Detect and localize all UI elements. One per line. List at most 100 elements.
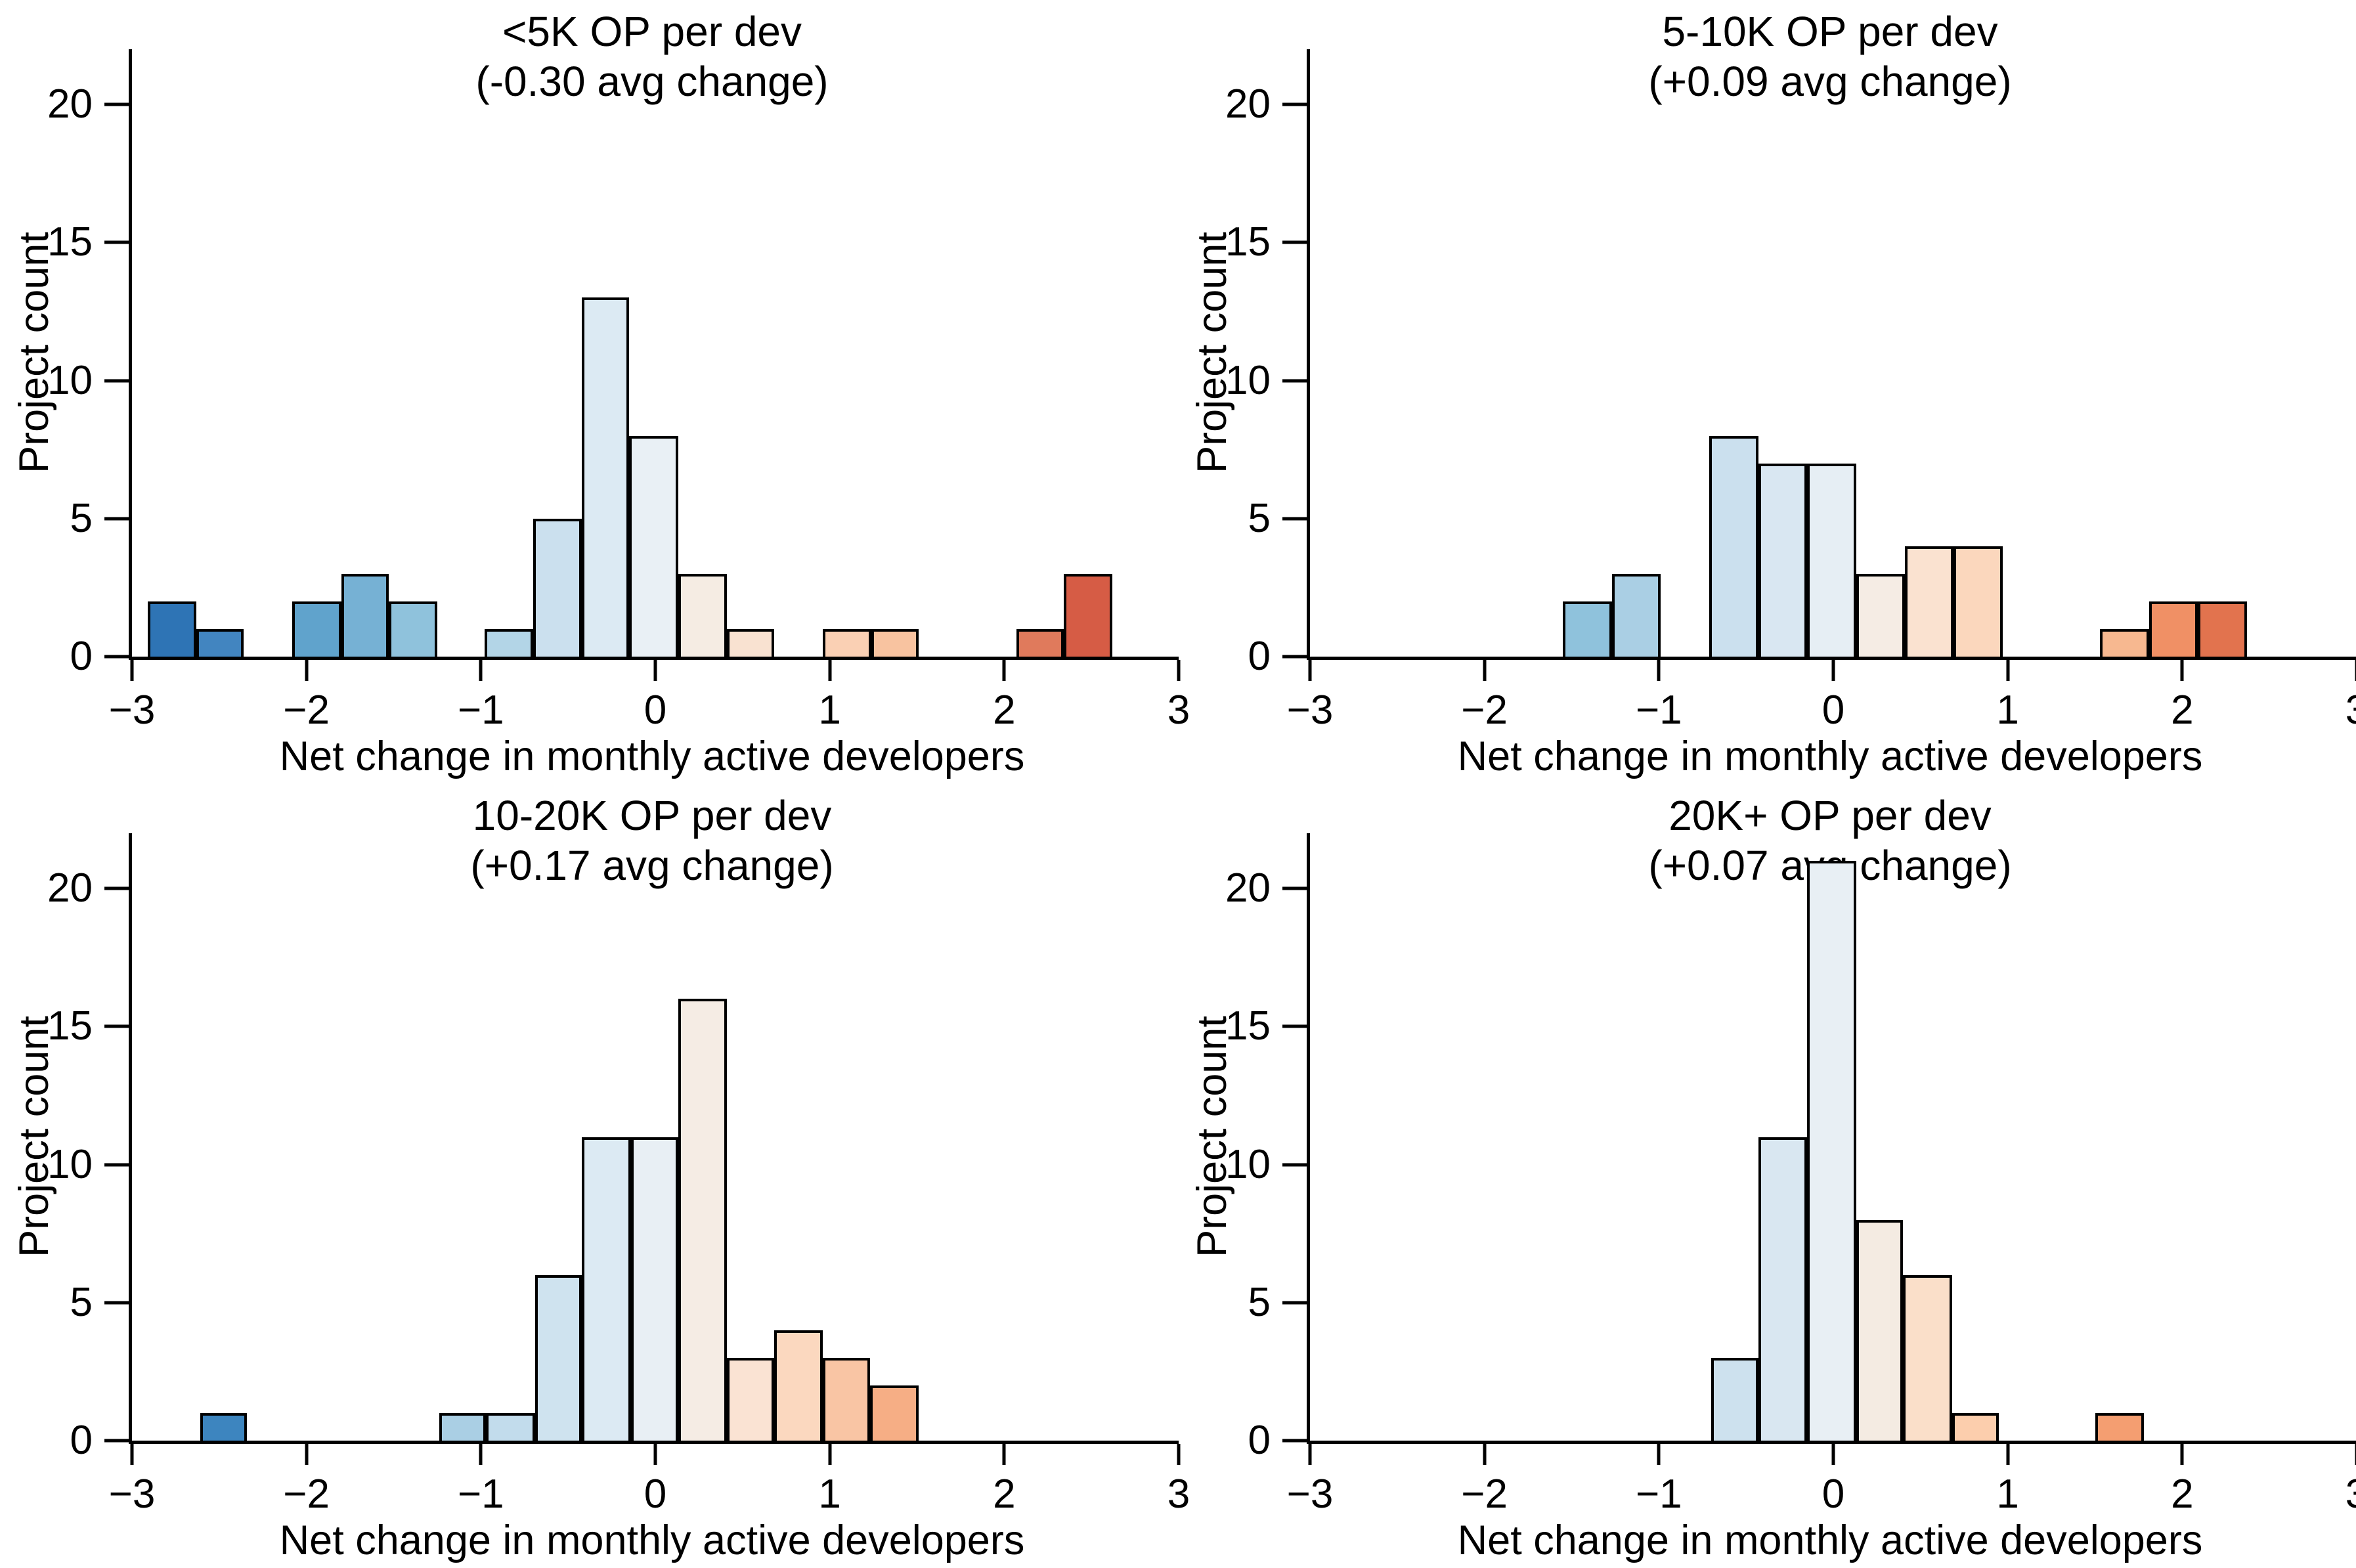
histogram-bar bbox=[292, 601, 341, 657]
y-tick-mark bbox=[1282, 240, 1307, 244]
histogram-bar bbox=[534, 1274, 582, 1441]
x-tick-label: −2 bbox=[283, 1471, 330, 1517]
y-tick-label: 15 bbox=[1225, 219, 1271, 265]
x-tick-mark bbox=[479, 1444, 483, 1465]
histogram-bar bbox=[533, 518, 582, 657]
y-tick-mark bbox=[104, 517, 129, 521]
x-tick-mark bbox=[1308, 660, 1312, 681]
y-tick-mark bbox=[104, 1024, 129, 1028]
y-tick-mark bbox=[104, 379, 129, 383]
x-tick-label: −2 bbox=[283, 687, 330, 733]
y-tick-label: 5 bbox=[1248, 1279, 1271, 1325]
x-tick-mark bbox=[130, 1444, 134, 1465]
histogram-bar bbox=[2100, 628, 2149, 657]
y-tick-label: 10 bbox=[1225, 357, 1271, 403]
x-tick-mark bbox=[1177, 660, 1181, 681]
x-tick-mark bbox=[1831, 660, 1835, 681]
x-tick-label: 0 bbox=[1822, 687, 1845, 733]
x-tick-mark bbox=[305, 1444, 309, 1465]
y-axis-label: Project count bbox=[1189, 1016, 1235, 1257]
histogram-bar bbox=[1063, 573, 1113, 657]
x-tick-label: 0 bbox=[644, 1471, 667, 1517]
x-tick-label: −1 bbox=[1635, 1471, 1682, 1517]
panel-title-line1: <5K OP per dev bbox=[502, 8, 802, 55]
x-tick-label: 3 bbox=[2345, 1471, 2356, 1517]
y-tick-label: 0 bbox=[1248, 634, 1271, 679]
x-tick-mark bbox=[2180, 660, 2184, 681]
histogram-bar bbox=[147, 601, 197, 657]
histogram-bar bbox=[774, 1330, 823, 1441]
x-tick-mark bbox=[130, 660, 134, 681]
x-tick-mark bbox=[2355, 1444, 2356, 1465]
x-tick-label: 2 bbox=[2171, 1471, 2194, 1517]
x-tick-mark bbox=[2006, 660, 2010, 681]
x-tick-label: −3 bbox=[108, 1471, 156, 1517]
y-tick-mark bbox=[104, 1163, 129, 1167]
histogram-bar bbox=[1807, 861, 1856, 1441]
y-axis-label: Project count bbox=[1189, 232, 1235, 473]
panel-title: 5-10K OP per dev (+0.09 avg change) bbox=[1307, 7, 2353, 106]
histogram-bar bbox=[1016, 628, 1064, 657]
histogram-bar bbox=[1953, 546, 2003, 657]
histogram-bar bbox=[439, 1412, 487, 1441]
x-tick-label: −3 bbox=[1286, 687, 1334, 733]
x-tick-label: 3 bbox=[1167, 687, 1190, 733]
histogram-panel: 5-10K OP per dev (+0.09 avg change) 0 5 10… bbox=[1178, 0, 2356, 784]
x-tick-label: −2 bbox=[1461, 1471, 1508, 1517]
histogram-bar bbox=[726, 628, 774, 657]
x-tick-mark bbox=[828, 1444, 832, 1465]
y-tick-label: 5 bbox=[70, 1279, 93, 1325]
histogram-bar bbox=[1904, 546, 1954, 657]
y-tick-label: 15 bbox=[1225, 1003, 1271, 1049]
histogram-bar bbox=[1611, 573, 1661, 657]
histogram-bar bbox=[1952, 1412, 1999, 1441]
x-tick-mark bbox=[1002, 1444, 1006, 1465]
x-tick-mark bbox=[2355, 660, 2356, 681]
x-tick-mark bbox=[1483, 1444, 1487, 1465]
x-tick-mark bbox=[1177, 1444, 1181, 1465]
plot-area: 0 5 10 15 20 −3 −2 −1 0 1 2 3 bbox=[1225, 49, 2356, 733]
plot-area: 0 5 10 15 20 −3 −2 −1 0 1 2 3 bbox=[47, 49, 1190, 733]
y-tick-mark bbox=[104, 655, 129, 659]
x-tick-mark bbox=[1831, 1444, 1835, 1465]
x-tick-label: 1 bbox=[818, 1471, 841, 1517]
y-tick-mark bbox=[1282, 1163, 1307, 1167]
y-tick-label: 5 bbox=[1248, 495, 1271, 541]
x-tick-label: 3 bbox=[2345, 687, 2356, 733]
x-tick-label: 2 bbox=[993, 1471, 1016, 1517]
histogram-panel: 20K+ OP per dev (+0.07 avg change) 05101… bbox=[1178, 784, 2356, 1568]
y-axis-label: Project count bbox=[11, 232, 57, 473]
x-axis-label: Net change in monthly active developers bbox=[1457, 733, 2203, 779]
y-tick-mark bbox=[104, 102, 129, 106]
x-tick-label: 0 bbox=[644, 687, 667, 733]
panel-title-line1: 10-20K OP per dev bbox=[472, 792, 832, 839]
y-tick-mark bbox=[1282, 517, 1307, 521]
panel-title: 10-20K OP per dev (+0.17 avg change) bbox=[129, 791, 1175, 890]
plot-area: 0 5 10 15 20 −3 −2 −1 0 1 2 3 bbox=[1225, 833, 2356, 1517]
x-tick-mark bbox=[479, 660, 483, 681]
x-tick-label: 1 bbox=[818, 687, 841, 733]
x-tick-label: 2 bbox=[993, 687, 1016, 733]
panel-title-line1: 5-10K OP per dev bbox=[1662, 8, 1998, 55]
histogram-bar bbox=[1709, 435, 1758, 657]
panel-title-line2: (+0.09 avg change) bbox=[1648, 58, 2012, 105]
x-tick-mark bbox=[653, 1444, 657, 1465]
x-tick-mark bbox=[1657, 660, 1661, 681]
histogram-bar bbox=[678, 573, 727, 657]
x-tick-label: 0 bbox=[1822, 1471, 1845, 1517]
y-tick-mark bbox=[104, 1301, 129, 1305]
y-tick-label: 15 bbox=[47, 1003, 93, 1049]
x-tick-label: 3 bbox=[1167, 1471, 1190, 1517]
panel-title-line1: 20K+ OP per dev bbox=[1669, 792, 1992, 839]
y-tick-label: 10 bbox=[47, 357, 93, 403]
histogram-bar bbox=[1758, 463, 1808, 657]
histogram-bar bbox=[871, 628, 919, 657]
x-tick-mark bbox=[305, 660, 309, 681]
y-tick-label: 0 bbox=[1248, 1418, 1271, 1463]
x-tick-mark bbox=[1002, 660, 1006, 681]
y-tick-mark bbox=[1282, 1024, 1307, 1028]
panel-title-line2: (+0.17 avg change) bbox=[470, 842, 834, 889]
panel-title: <5K OP per dev (-0.30 avg change) bbox=[129, 7, 1175, 106]
histogram-bar bbox=[388, 601, 437, 657]
